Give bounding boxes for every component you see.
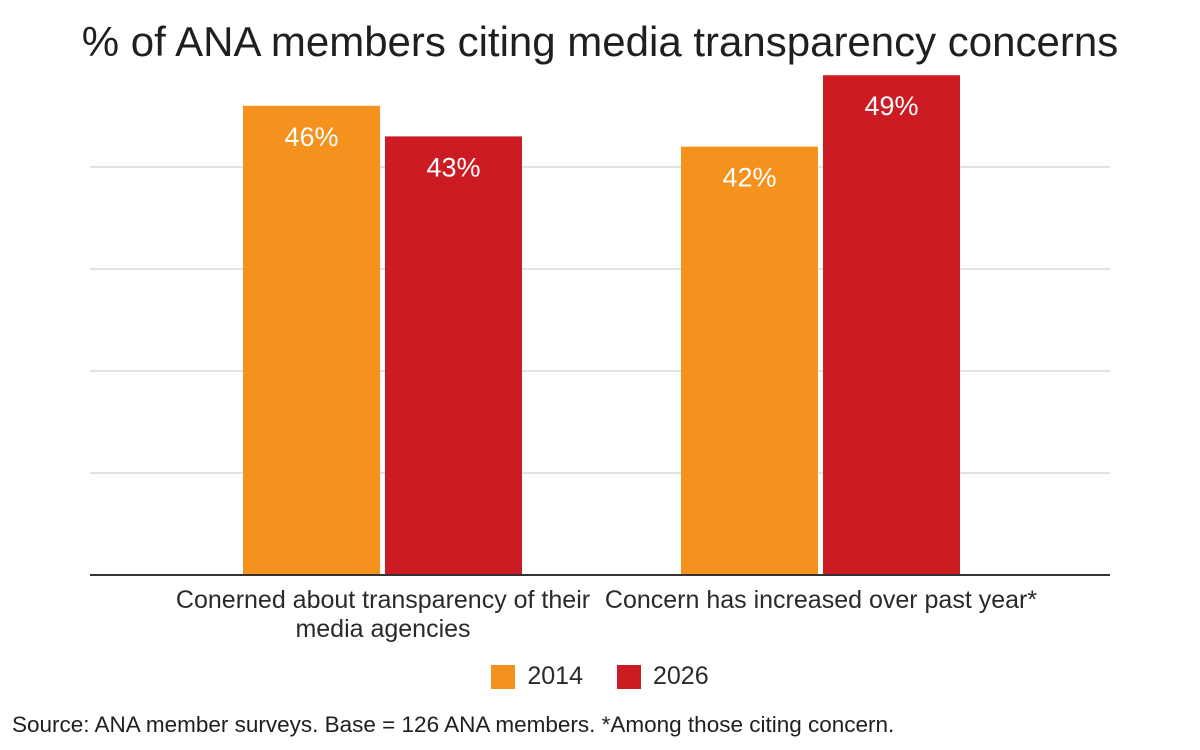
source-footnote: Source: ANA member surveys. Base = 126 A…: [12, 712, 895, 737]
category-label-agency-concern: Conerned about transparency of their med…: [175, 586, 591, 643]
legend-label-2014: 2014: [527, 662, 583, 690]
bar-2026-cat2: [823, 75, 960, 575]
category-label-increased-concern: Concern has increased over past year*: [604, 586, 1038, 614]
bar-2014-cat2: [681, 146, 818, 575]
chart-title: % of ANA members citing media transparen…: [81, 18, 1119, 65]
legend-item-2026: 2026: [617, 662, 709, 691]
legend-item-2014: 2014: [491, 662, 583, 691]
data-label-2014-cat1: 46%: [284, 122, 338, 152]
legend-swatch-2014: [491, 664, 516, 689]
bar-2014-cat1: [243, 105, 380, 576]
bars: [243, 75, 960, 576]
bar-2026-cat1: [385, 136, 522, 575]
data-label-2014-cat2: 42%: [722, 163, 776, 193]
data-labels: 46% 43% 42% 49%: [284, 91, 918, 192]
data-label-2026-cat1: 43%: [426, 152, 480, 182]
legend: 2014 2026: [0, 662, 1200, 691]
legend-swatch-2026: [617, 664, 641, 689]
legend-label-2026: 2026: [653, 662, 709, 690]
data-label-2026-cat2: 49%: [864, 91, 918, 121]
